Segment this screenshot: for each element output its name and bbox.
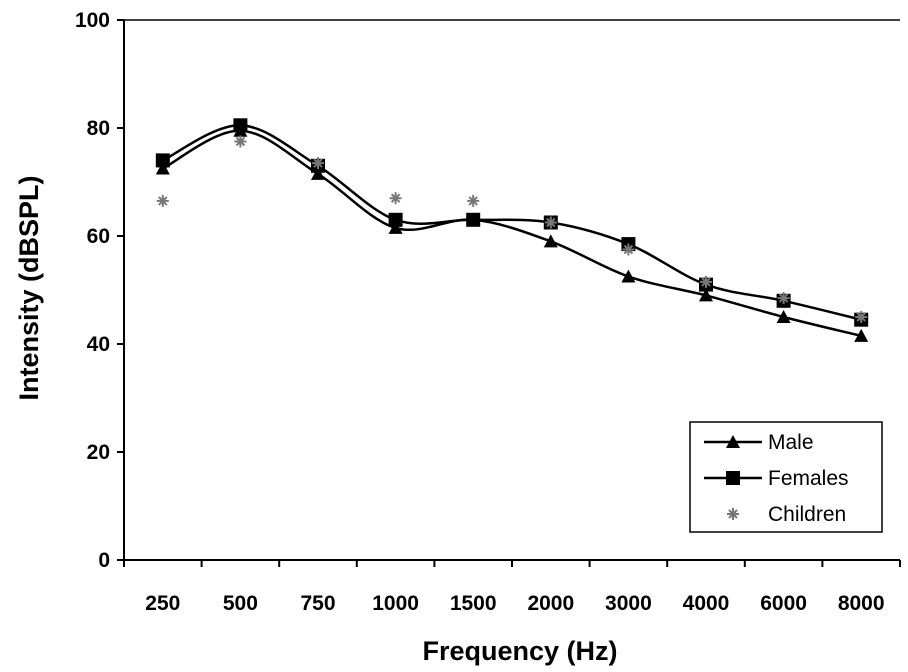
data-point-children [777, 292, 790, 305]
data-point-children [389, 192, 402, 205]
y-tick-label: 80 [87, 117, 110, 140]
data-point-females [155, 153, 170, 168]
data-point-children [312, 157, 324, 170]
x-tick-label: 4000 [683, 592, 730, 615]
series-line-females [162, 124, 862, 321]
data-point-male [621, 269, 636, 283]
axes: 0 20 40 60 80 100 250 500 750 1000 1500 2000 3000 400… [75, 9, 901, 615]
x-tick-label: 500 [223, 592, 258, 615]
legend-label-children: Children [768, 503, 846, 526]
data-point-male [155, 161, 170, 175]
data-point-females [233, 118, 248, 133]
legend-marker-male [726, 435, 740, 448]
data-point-male [543, 234, 558, 248]
data-point-male [699, 288, 713, 302]
data-point-male [388, 220, 403, 234]
legend-marker-children [727, 508, 739, 520]
legend-marker-females [726, 471, 740, 485]
data-point-male [776, 310, 791, 323]
data-point-male [854, 328, 869, 342]
x-tick-label: 1500 [450, 592, 497, 615]
y-axis-title: Intensity (dBSPL) [14, 175, 44, 400]
legend-label-females: Females [768, 467, 849, 490]
series-male [155, 123, 869, 342]
data-point-children [855, 311, 868, 323]
data-point-females [466, 212, 481, 227]
x-tick-label: 2000 [527, 592, 574, 615]
data-point-children [156, 194, 169, 207]
data-point-females [388, 212, 403, 227]
y-tick-label: 100 [75, 9, 110, 32]
series-layer [155, 118, 869, 342]
series-children [156, 135, 868, 323]
data-point-children [622, 243, 635, 256]
legend: Male Females Children [689, 421, 883, 533]
x-tick-label: 250 [145, 592, 180, 615]
series-females [155, 118, 869, 327]
x-tick-label: 6000 [760, 592, 807, 615]
y-tick-label: 60 [87, 225, 110, 248]
data-point-children [467, 194, 480, 207]
x-tick-label: 3000 [605, 592, 652, 615]
y-tick-label: 40 [87, 333, 110, 356]
y-tick-label: 0 [98, 549, 110, 572]
x-tick-label: 8000 [838, 592, 885, 615]
legend-label-male: Male [768, 431, 814, 454]
x-tick-label: 750 [300, 592, 335, 615]
y-tick-label: 20 [87, 441, 110, 464]
x-axis-title: Frequency (Hz) [422, 636, 617, 666]
series-line-male [162, 129, 862, 338]
data-point-male [311, 166, 325, 180]
x-tick-label: 1000 [372, 592, 419, 615]
data-point-children [544, 216, 557, 229]
data-point-children [234, 135, 247, 148]
data-point-children [700, 275, 712, 288]
